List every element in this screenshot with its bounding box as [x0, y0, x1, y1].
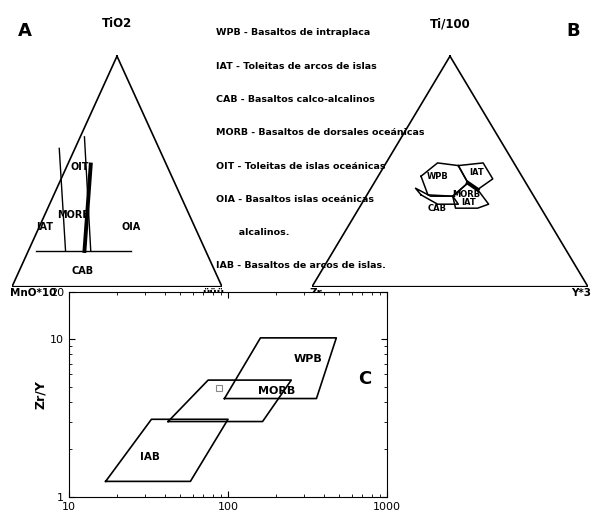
Text: B: B	[566, 23, 580, 40]
Text: IAT: IAT	[461, 198, 476, 206]
Text: IAB: IAB	[140, 453, 160, 462]
Text: IAT: IAT	[36, 222, 53, 232]
Text: IAT - Toleitas de arcos de islas: IAT - Toleitas de arcos de islas	[216, 62, 377, 71]
Text: WPB - Basaltos de intraplaca: WPB - Basaltos de intraplaca	[216, 29, 370, 37]
Text: WPB: WPB	[294, 354, 323, 364]
Text: OIA - Basaltos islas oceánicas: OIA - Basaltos islas oceánicas	[216, 195, 374, 204]
Text: C: C	[358, 370, 371, 388]
Text: MORB: MORB	[58, 210, 91, 220]
Text: OIT: OIT	[70, 162, 89, 172]
Text: üüü: üüü	[202, 288, 224, 298]
Text: alcalinos.: alcalinos.	[216, 228, 290, 237]
Text: OIA: OIA	[121, 222, 140, 232]
Text: Y*3: Y*3	[571, 288, 591, 298]
Text: Ti/100: Ti/100	[430, 17, 470, 30]
Text: A: A	[19, 23, 32, 40]
Text: IAB - Basaltos de arcos de islas.: IAB - Basaltos de arcos de islas.	[216, 262, 386, 270]
Text: CAB: CAB	[71, 266, 94, 275]
Text: TiO2: TiO2	[102, 17, 132, 30]
Text: MORB: MORB	[258, 386, 296, 396]
Text: MORB: MORB	[452, 190, 480, 199]
Text: CAB: CAB	[427, 204, 446, 212]
Y-axis label: Zr/Y: Zr/Y	[34, 380, 47, 409]
Text: WPB: WPB	[427, 172, 448, 181]
Text: CAB - Basaltos calco-alcalinos: CAB - Basaltos calco-alcalinos	[216, 95, 375, 104]
Text: OIT - Toleitas de islas oceánicas: OIT - Toleitas de islas oceánicas	[216, 162, 386, 170]
Text: MORB - Basaltos de dorsales oceánicas: MORB - Basaltos de dorsales oceánicas	[216, 129, 425, 137]
Text: MnO*10: MnO*10	[10, 288, 56, 298]
Text: IAT: IAT	[470, 168, 484, 177]
Text: Zr: Zr	[309, 288, 322, 298]
